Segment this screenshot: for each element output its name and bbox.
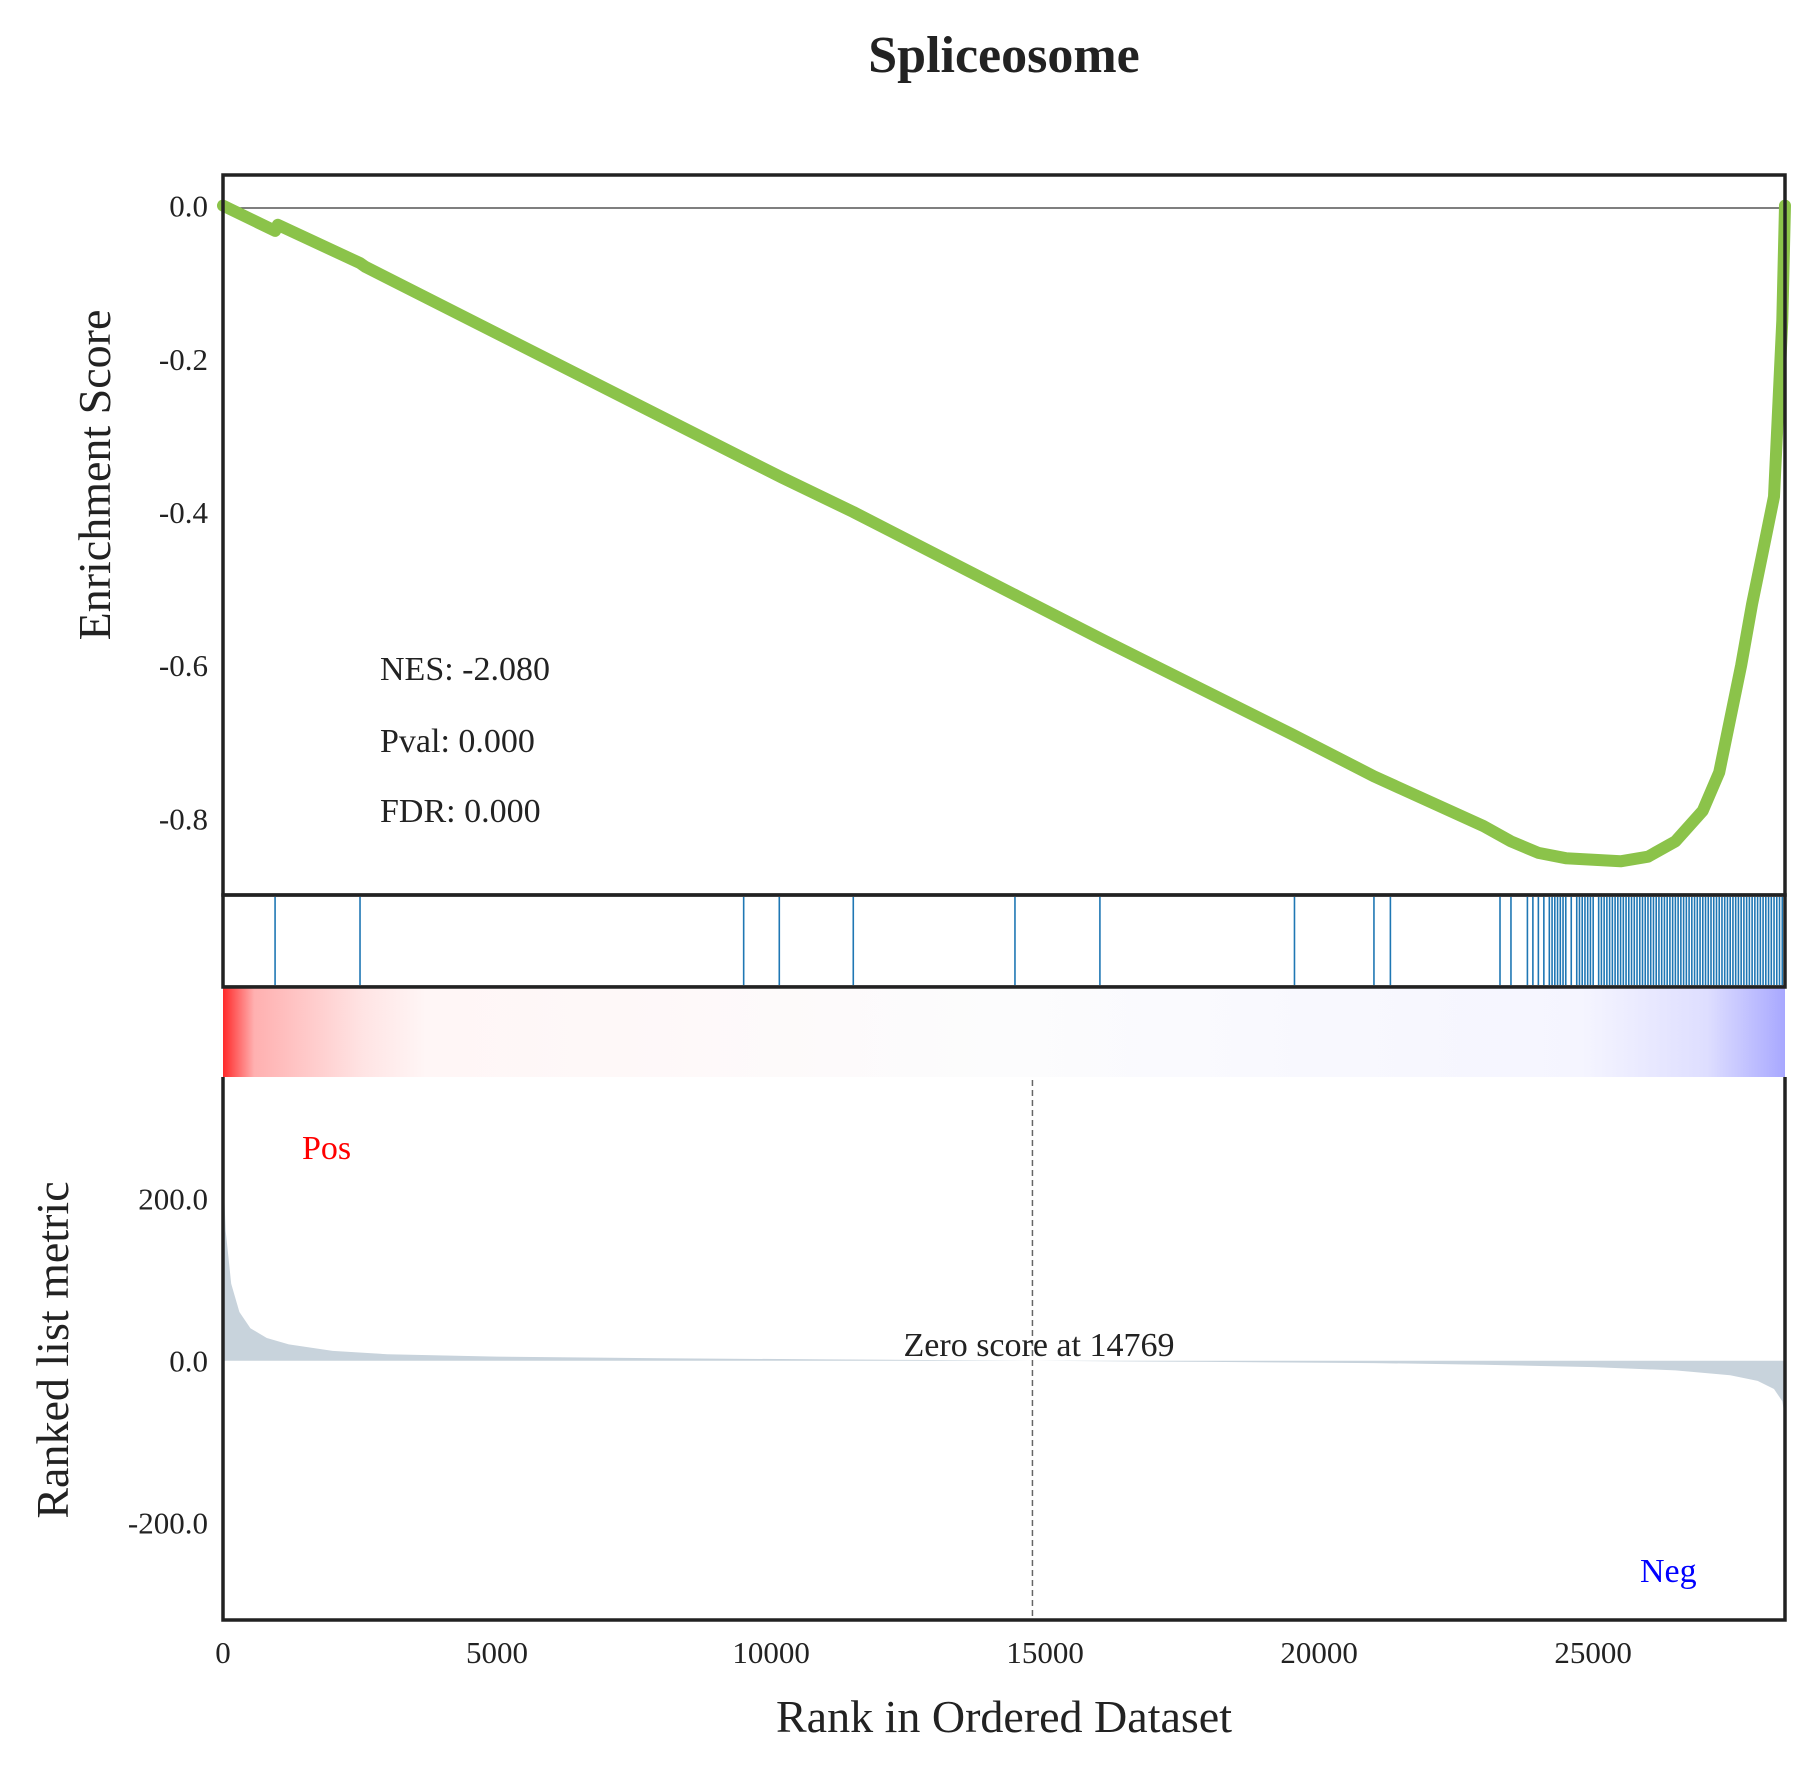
- es-y-ticks: 0.0 -0.2 -0.4 -0.6 -0.8: [159, 189, 209, 837]
- x-ticks: 0 5000 10000 15000 20000 25000: [215, 1635, 1632, 1670]
- pval-label: Pval: 0.000: [380, 723, 535, 760]
- x-tick-label: 0: [215, 1635, 231, 1670]
- es-y-tick-label: 0.0: [169, 189, 208, 224]
- es-y-tick-label: -0.6: [159, 648, 208, 683]
- metric-y-tick-label: -200.0: [128, 1506, 208, 1541]
- enrichment-panel: 0.0 -0.2 -0.4 -0.6 -0.8 Enrichment Score NES…: [69, 173, 1791, 897]
- es-y-tick-label: -0.8: [159, 801, 208, 836]
- chart-title: Spliceosome: [868, 27, 1140, 84]
- metric-area: [223, 1166, 1785, 1418]
- rank-color-bar: [223, 987, 1785, 1077]
- es-frame: [221, 173, 1787, 897]
- fdr-label: FDR: 0.000: [380, 793, 541, 830]
- es-ylabel: Enrichment Score: [69, 310, 120, 641]
- metric-y-tick-label: 200.0: [138, 1182, 208, 1217]
- x-tick-label: 25000: [1554, 1635, 1632, 1670]
- metric-frame: [221, 1077, 1787, 1622]
- metric-ylabel: Ranked list metric: [27, 1181, 78, 1518]
- metric-panel: Zero score at 14769 Pos Neg 200.0 0.0 -200…: [27, 1077, 1787, 1622]
- x-tick-label: 20000: [1280, 1635, 1358, 1670]
- es-y-tick-label: -0.4: [159, 495, 209, 530]
- pos-label: Pos: [302, 1130, 351, 1167]
- x-axis-label: Rank in Ordered Dataset: [776, 1691, 1232, 1742]
- hits-panel: [221, 893, 1787, 989]
- neg-label: Neg: [1640, 1553, 1697, 1590]
- hit-lines: [274, 897, 1784, 985]
- es-line: [217, 199, 1791, 868]
- nes-label: NES: -2.080: [380, 651, 550, 688]
- x-tick-label: 15000: [1006, 1635, 1084, 1670]
- es-y-tick-label: -0.2: [159, 342, 208, 377]
- zero-score-label: Zero score at 14769: [904, 1327, 1175, 1364]
- metric-y-ticks: 200.0 0.0 -200.0: [128, 1182, 208, 1541]
- metric-y-tick-label: 0.0: [169, 1344, 208, 1379]
- hits-frame: [221, 893, 1787, 989]
- x-tick-label: 5000: [466, 1635, 528, 1670]
- x-tick-label: 10000: [732, 1635, 810, 1670]
